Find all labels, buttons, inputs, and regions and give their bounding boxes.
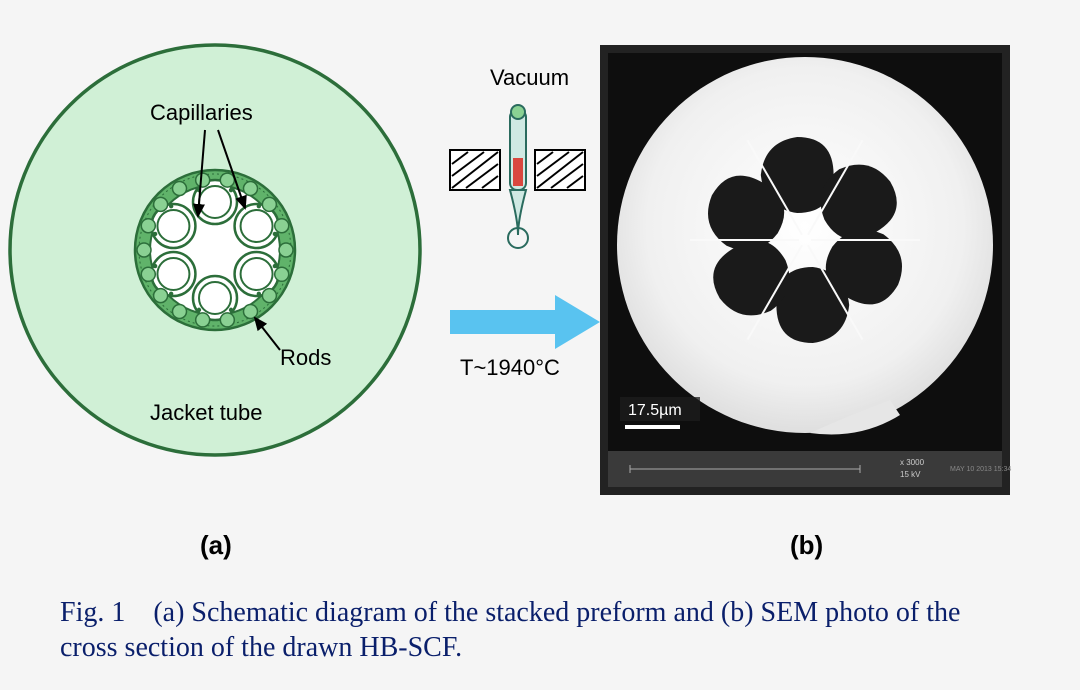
rod xyxy=(275,267,289,281)
rods-label: Rods xyxy=(280,345,331,371)
fiber-cross-section xyxy=(617,57,993,433)
rod xyxy=(244,182,258,196)
process-arrow-icon xyxy=(450,295,600,349)
svg-text:15 kV: 15 kV xyxy=(900,470,921,479)
panel-a-label: (a) xyxy=(200,530,232,561)
rod xyxy=(141,267,155,281)
figure-container: Capillaries Rods Jacket tube xyxy=(0,0,1080,690)
rod xyxy=(275,219,289,233)
rod xyxy=(244,304,258,318)
rod xyxy=(262,289,276,303)
rod xyxy=(220,313,234,327)
rod xyxy=(262,197,276,211)
caption-text: (a) Schematic diagram of the stacked pre… xyxy=(60,597,960,663)
panel-a-svg xyxy=(0,0,440,520)
temperature-label: T~1940°C xyxy=(460,355,560,381)
rod xyxy=(173,182,187,196)
rod xyxy=(279,243,293,257)
jacket-tube-label: Jacket tube xyxy=(150,400,263,426)
rod xyxy=(173,304,187,318)
middle-svg xyxy=(440,60,610,480)
rod xyxy=(196,173,210,187)
capillaries-label: Capillaries xyxy=(150,100,253,126)
panel-b-svg: 17.5µm x 3000 15 kV MAY 10 2013 15:34 xyxy=(600,45,1020,500)
rod xyxy=(220,173,234,187)
rod xyxy=(196,313,210,327)
vacuum-label: Vacuum xyxy=(490,65,569,91)
rod xyxy=(137,243,151,257)
die-hatch-left xyxy=(450,150,500,190)
svg-text:MAY 10 2013 15:34: MAY 10 2013 15:34 xyxy=(950,466,1011,473)
svg-text:x 3000: x 3000 xyxy=(900,458,925,467)
die-hatch-right xyxy=(535,150,585,190)
rod xyxy=(154,197,168,211)
rod xyxy=(141,219,155,233)
figure-caption: Fig. 1 (a) Schematic diagram of the stac… xyxy=(60,595,1020,665)
panel-b-label: (b) xyxy=(790,530,823,561)
scalebar-text: 17.5µm xyxy=(628,402,682,419)
rod xyxy=(154,289,168,303)
caption-prefix: Fig. 1 xyxy=(60,597,125,628)
